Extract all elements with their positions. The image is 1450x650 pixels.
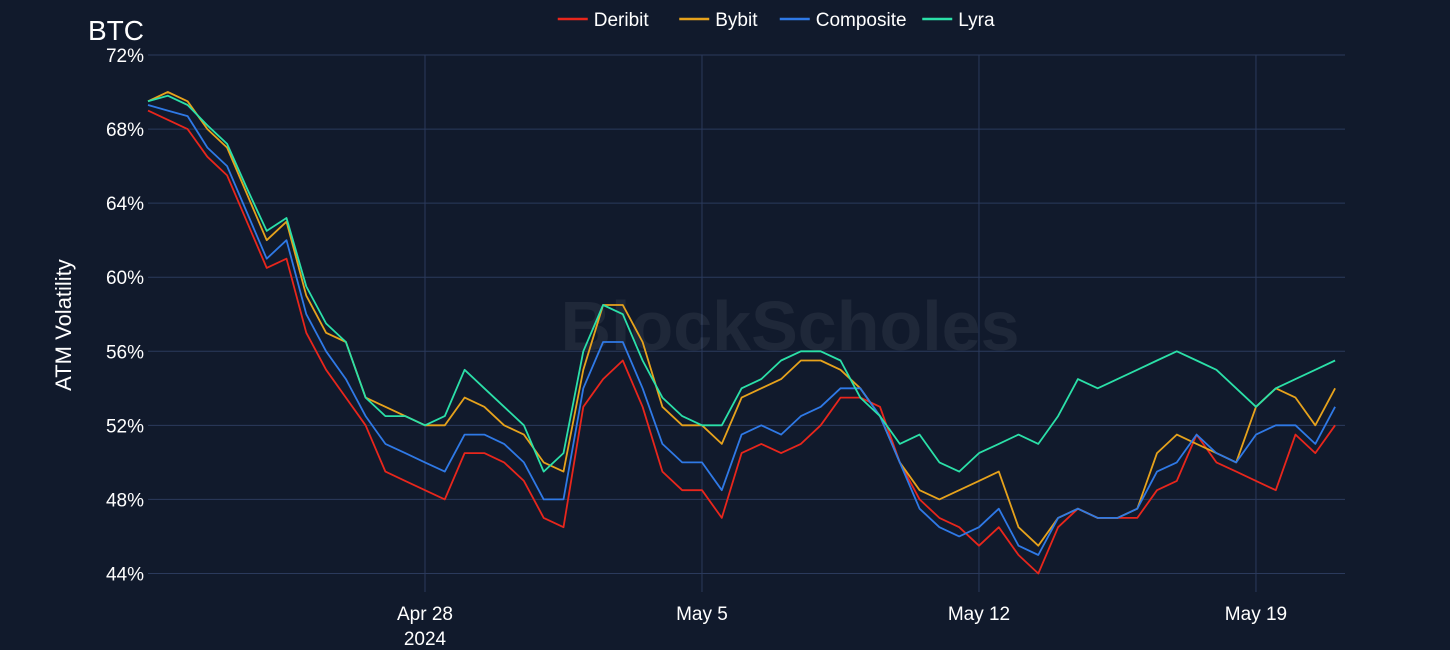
y-tick-label: 44% xyxy=(106,564,144,585)
series-line-lyra xyxy=(147,94,1336,473)
legend-label-deribit: Deribit xyxy=(594,10,650,31)
series-line-composite xyxy=(147,104,1336,556)
y-tick-label: 64% xyxy=(106,194,144,215)
watermark: BlockScholes xyxy=(560,287,1019,365)
grid-layer xyxy=(148,54,1345,592)
axis-layer: 44% 48% 52% 56% 60% 64% 68% 72% Apr 28 2024 May 5 M… xyxy=(106,46,1287,650)
x-tick-label: May 19 xyxy=(1225,604,1287,625)
y-tick-label: 72% xyxy=(106,46,144,67)
legend-label-bybit: Bybit xyxy=(715,10,758,31)
legend: Deribit Bybit Composite Lyra xyxy=(557,10,995,31)
x-tick-label: May 12 xyxy=(948,604,1010,625)
x-tick-label: Apr 28 xyxy=(397,604,453,625)
chart-title: BTC xyxy=(88,15,144,46)
legend-label-composite: Composite xyxy=(816,10,907,31)
series-layer xyxy=(147,91,1336,575)
x-tick-sublabel: 2024 xyxy=(404,629,447,650)
y-tick-label: 56% xyxy=(106,342,144,363)
series-line-deribit xyxy=(147,109,1336,575)
y-axis-label: ATM Volatility xyxy=(51,259,76,391)
x-tick-label: May 5 xyxy=(676,604,728,625)
legend-label-lyra: Lyra xyxy=(958,10,995,31)
y-tick-label: 60% xyxy=(106,268,144,289)
y-tick-label: 52% xyxy=(106,416,144,437)
y-tick-label: 48% xyxy=(106,490,144,511)
y-tick-label: 68% xyxy=(106,120,144,141)
